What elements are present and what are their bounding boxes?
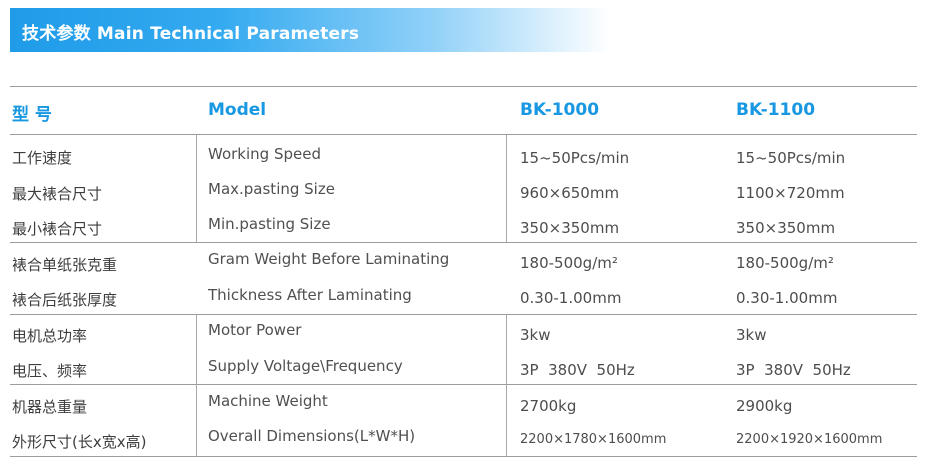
header-model-en: Model — [208, 100, 267, 120]
column-divider — [196, 134, 197, 242]
row-label-zh: 外形尺寸(长x宽x高) — [12, 433, 147, 451]
row-label-en: Working Speed — [208, 145, 321, 163]
value-bk1100: 3kw — [736, 326, 767, 344]
row-label-zh: 机器总重量 — [12, 398, 88, 416]
value-bk1000: 3P 380V 50Hz — [520, 361, 635, 379]
row-label-zh: 工作速度 — [12, 149, 73, 167]
row-label-en: Max.pasting Size — [208, 180, 335, 198]
row-label-zh: 裱合后纸张厚度 — [12, 291, 118, 309]
value-bk1000: 15~50Pcs/min — [520, 149, 630, 167]
row-label-en: Thickness After Laminating — [208, 286, 412, 304]
column-divider — [506, 384, 507, 456]
table-bottom-rule — [10, 456, 917, 457]
column-divider — [196, 314, 197, 384]
row-label-en: Motor Power — [208, 321, 302, 339]
header-bk1100: BK-1100 — [736, 100, 816, 120]
value-bk1100: 180-500g/m² — [736, 254, 834, 272]
table-top-rule — [10, 86, 917, 87]
row-label-en: Min.pasting Size — [208, 215, 331, 233]
column-divider — [196, 384, 197, 456]
value-bk1100: 15~50Pcs/min — [736, 149, 846, 167]
header-model-zh: 型 号 — [12, 105, 52, 125]
row-label-zh: 电压、频率 — [12, 362, 88, 380]
row-label-en: Machine Weight — [208, 392, 328, 410]
row-label-en: Overall Dimensions(L*W*H) — [208, 427, 416, 445]
value-bk1000: 3kw — [520, 326, 551, 344]
row-label-zh: 裱合单纸张克重 — [12, 256, 118, 274]
value-bk1000: 960×650mm — [520, 184, 620, 202]
group-divider — [10, 314, 917, 315]
group-divider — [10, 242, 917, 243]
value-bk1000: 0.30-1.00mm — [520, 289, 622, 307]
column-divider — [506, 314, 507, 384]
header-bk1000: BK-1000 — [520, 100, 600, 120]
section-title: 技术参数 Main Technical Parameters — [22, 24, 360, 44]
value-bk1100: 3P 380V 50Hz — [736, 361, 851, 379]
section-banner — [10, 8, 610, 52]
value-bk1000: 2200×1780×1600mm — [520, 432, 667, 447]
header-bottom-rule — [10, 134, 917, 135]
row-label-en: Supply Voltage\Frequency — [208, 357, 403, 375]
value-bk1100: 1100×720mm — [736, 184, 845, 202]
value-bk1000: 350×350mm — [520, 219, 620, 237]
value-bk1100: 350×350mm — [736, 219, 836, 237]
row-label-zh: 最大裱合尺寸 — [12, 185, 103, 203]
value-bk1000: 2700kg — [520, 397, 577, 415]
value-bk1100: 2900kg — [736, 397, 793, 415]
value-bk1100: 2200×1920×1600mm — [736, 432, 883, 447]
column-divider — [506, 134, 507, 242]
row-label-zh: 电机总功率 — [12, 327, 88, 345]
value-bk1100: 0.30-1.00mm — [736, 289, 838, 307]
group-divider — [10, 384, 917, 385]
value-bk1000: 180-500g/m² — [520, 254, 618, 272]
row-label-zh: 最小裱合尺寸 — [12, 220, 103, 238]
row-label-en: Gram Weight Before Laminating — [208, 250, 450, 268]
